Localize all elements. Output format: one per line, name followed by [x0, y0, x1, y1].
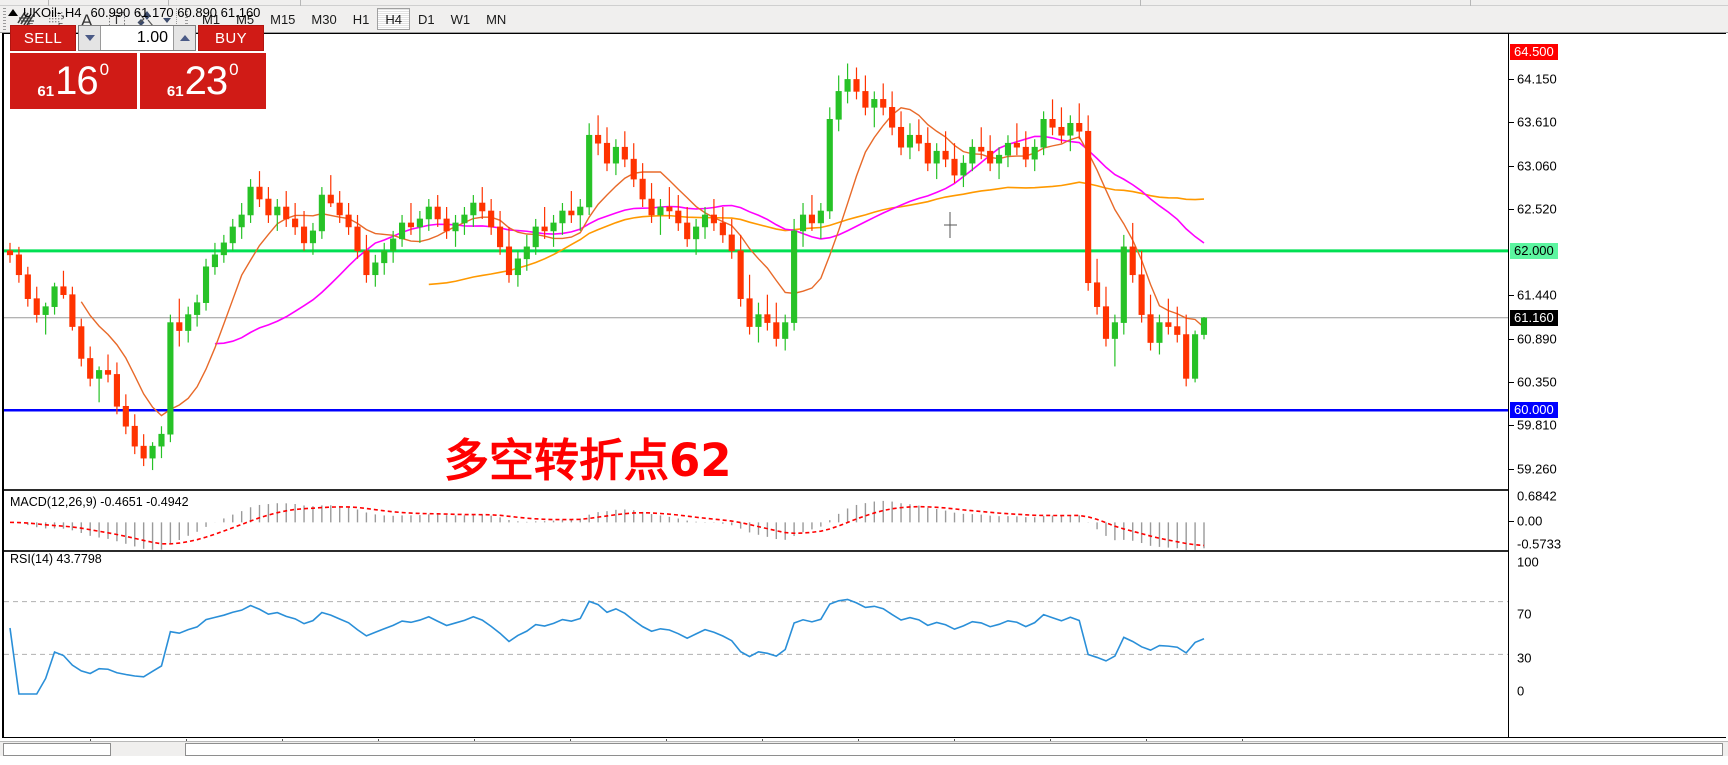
price-scale-chip-60000: 60.000 [1510, 402, 1558, 419]
timeframe-h4[interactable]: H4 [377, 8, 410, 30]
timeframe-m5[interactable]: M5 [236, 11, 255, 27]
price-scale-tick [1509, 295, 1514, 297]
price-scale-tick [1509, 79, 1514, 81]
sell-price-whole: 61 [37, 83, 55, 100]
arrow-down-icon [84, 35, 95, 41]
buy-button[interactable]: BUY [198, 25, 264, 51]
price-scale-label-60890: 60.890 [1517, 331, 1557, 347]
text-label-icon[interactable]: A [72, 5, 102, 32]
chart-border: MACD(12,26,9) -0.4651 -0.4942 RSI(14) 43… [2, 33, 1726, 738]
buy-price-display[interactable]: 61 23 0 [139, 53, 266, 109]
sell-price-display[interactable]: 61 16 0 [10, 53, 137, 109]
price-scale-tick [1509, 382, 1514, 384]
bottom-status-bar [0, 741, 1728, 756]
price-scale-label-59260: 59.260 [1517, 461, 1557, 477]
symbol-ohlc: 60.990 61.170 60.890 61.160 [90, 5, 261, 20]
sell-price-fraction: 0 [99, 60, 110, 79]
sell-price-big: 16 [55, 59, 98, 103]
main-toolbar: E F A T [0, 0, 1728, 33]
price-pane[interactable] [4, 34, 1508, 490]
oct-controls-row: SELL 1.00 BUY [10, 24, 266, 52]
price-scale-label-60350: 60.350 [1517, 374, 1557, 390]
price-scale-chip-64500: 64.500 [1510, 43, 1558, 60]
symbol-header: UKOil-,H4 60.990 61.170 60.890 61.160 [8, 5, 260, 20]
pane-divider-rsi [4, 550, 1508, 552]
rsi-scale-label-30: 30 [1517, 650, 1532, 666]
price-scale-chip-61160: 61.160 [1510, 309, 1558, 326]
macd-scale-tick [1509, 521, 1514, 522]
macd-scale-label-2: -0.5733 [1517, 536, 1562, 552]
one-click-trading-panel[interactable]: SELL 1.00 BUY 61 16 0 61 23 0 [10, 24, 266, 119]
volume-input[interactable]: 1.00 [101, 26, 173, 50]
pane-divider-macd [4, 489, 1508, 491]
rsi-scale-label-70: 70 [1517, 606, 1532, 622]
macd-scale-label-0: 0.6842 [1517, 488, 1557, 504]
macd-label: MACD(12,26,9) -0.4651 -0.4942 [10, 495, 189, 509]
timeframe-h1[interactable]: H1 [352, 11, 370, 27]
price-scale[interactable]: 64.500 64.150 63.610 63.060 62.520 62.000 61.4… [1508, 34, 1726, 737]
svg-text:A: A [81, 11, 93, 30]
price-scale-label-63610: 63.610 [1517, 114, 1557, 130]
timeframe-d1[interactable]: D1 [417, 11, 435, 27]
chart-annotation-text: 多空转折点62 [444, 434, 732, 487]
buy-price-fraction: 0 [229, 60, 239, 79]
buy-price-big: 23 [184, 59, 228, 103]
toolbar-grip[interactable] [2, 8, 9, 30]
triangle-up-icon [8, 9, 18, 16]
price-scale-label-64150: 64.150 [1517, 71, 1557, 87]
price-scale-tick [1509, 425, 1514, 427]
bottom-scroll-area[interactable] [185, 743, 1723, 756]
timeframe-m15[interactable]: M15 [270, 11, 296, 27]
price-scale-chip-62000: 62.000 [1510, 242, 1558, 259]
timeframe-mn[interactable]: MN [486, 11, 507, 27]
toolbar-top-strip [0, 0, 1728, 6]
timeframe-grip[interactable] [184, 8, 191, 30]
price-scale-label-62520: 62.520 [1517, 201, 1557, 217]
price-scale-label-63060: 63.060 [1517, 158, 1557, 174]
price-scale-tick [1509, 469, 1514, 471]
rsi-scale-label-100: 100 [1517, 554, 1539, 570]
volume-stepper[interactable]: 1.00 [78, 25, 196, 51]
rsi-label: RSI(14) 43.7798 [10, 552, 102, 566]
volume-increase-button[interactable] [173, 26, 195, 50]
price-scale-tick [1509, 209, 1514, 211]
macd-scale-label-1: 0.00 [1517, 513, 1543, 529]
price-scale-label-59810: 59.810 [1517, 417, 1557, 433]
bottom-tab-left[interactable] [3, 743, 111, 756]
rsi-scale-label-0: 0 [1517, 683, 1525, 699]
timeframe-w1[interactable]: W1 [450, 11, 471, 27]
price-scale-tick [1509, 122, 1514, 124]
timeframe-m30[interactable]: M30 [311, 11, 337, 27]
toolbar-separator [176, 8, 177, 30]
chart-area[interactable]: MACD(12,26,9) -0.4651 -0.4942 RSI(14) 43… [0, 33, 1728, 765]
svg-text:T: T [113, 12, 121, 27]
volume-decrease-button[interactable] [79, 26, 101, 50]
macd-pane[interactable] [4, 493, 1508, 551]
rsi-pane[interactable] [4, 554, 1508, 736]
sell-button[interactable]: SELL [10, 25, 76, 51]
oct-prices-row: 61 16 0 61 23 0 [10, 53, 266, 109]
buy-price-whole: 61 [166, 83, 184, 100]
arrow-up-icon [179, 35, 190, 41]
objects-icon[interactable] [132, 5, 162, 32]
price-scale-tick [1509, 166, 1514, 168]
price-scale-tick [1509, 339, 1514, 341]
symbol-name: UKOil-,H4 [23, 5, 82, 20]
price-scale-label-61440: 61.440 [1517, 287, 1557, 303]
timeframe-m1[interactable]: M1 [202, 11, 221, 27]
chevron-down-icon[interactable] [163, 17, 171, 23]
